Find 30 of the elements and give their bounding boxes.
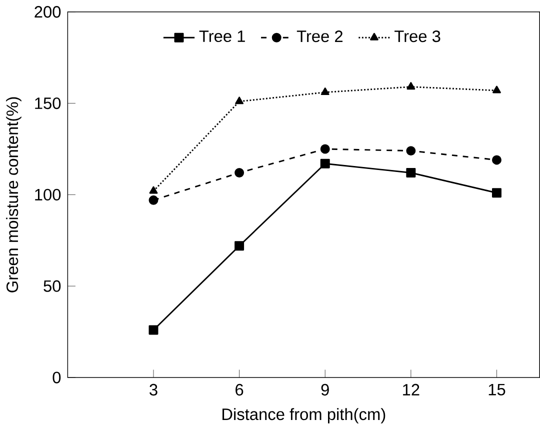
point xyxy=(149,186,158,194)
legend-label: Tree 2 xyxy=(296,30,342,42)
point xyxy=(148,195,158,205)
y-axis-title: Green moisture content(%) xyxy=(6,97,22,292)
point xyxy=(406,82,416,90)
x-tick-label: 3 xyxy=(150,384,158,396)
y-tick-label: 100 xyxy=(35,188,61,200)
y-tick-label: 0 xyxy=(52,371,61,384)
x-tick-label: 15 xyxy=(488,384,506,396)
point xyxy=(235,96,244,104)
x-tick-label: 6 xyxy=(236,384,244,396)
point xyxy=(320,158,330,168)
y-tick-label: 150 xyxy=(35,97,61,109)
point xyxy=(406,146,416,156)
point xyxy=(406,168,416,178)
point xyxy=(234,240,244,250)
y-tick-label: 200 xyxy=(34,6,61,18)
y-tick-label: 50 xyxy=(44,280,61,292)
x-tick-label: 12 xyxy=(403,384,420,396)
point xyxy=(492,154,502,164)
point xyxy=(492,86,501,93)
point xyxy=(492,188,502,198)
point xyxy=(234,168,244,178)
x-axis-title: Distance from pith(cm) xyxy=(222,408,386,424)
point xyxy=(320,87,330,95)
legend-label: Tree 1 xyxy=(199,30,245,42)
x-tick-label: 9 xyxy=(321,384,329,396)
point xyxy=(320,144,330,154)
point xyxy=(148,325,158,334)
legend-label: Tree 3 xyxy=(394,30,440,42)
